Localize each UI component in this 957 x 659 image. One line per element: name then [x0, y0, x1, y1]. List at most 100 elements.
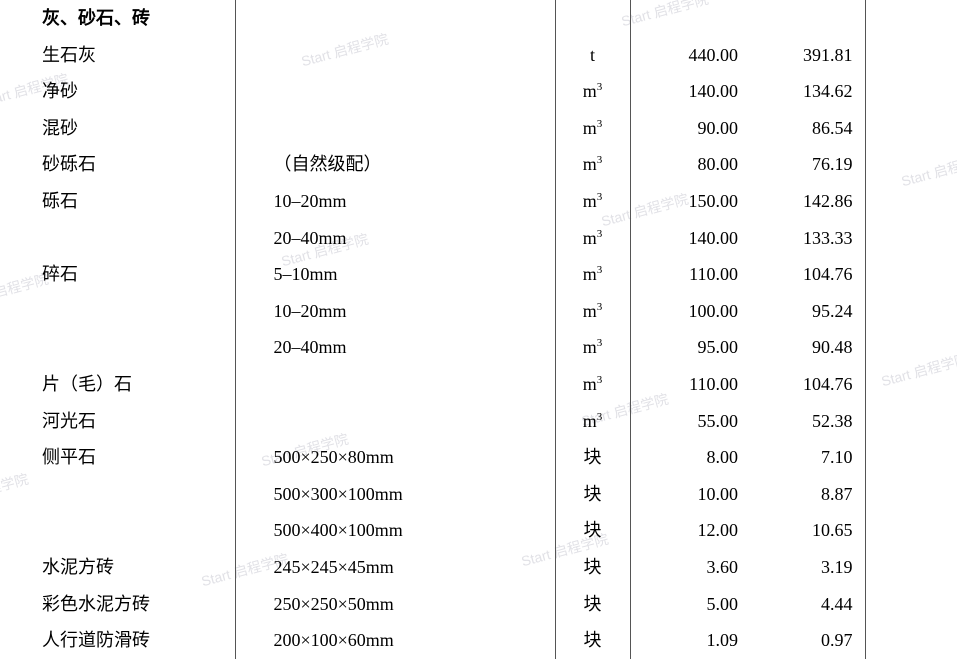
value-col-2: 142.86: [750, 183, 865, 220]
material-name: [0, 329, 235, 366]
material-name: [0, 293, 235, 330]
end-border-cell: [865, 622, 957, 659]
value-col-2: 4.44: [750, 586, 865, 623]
table-row: 20–40mmm395.0090.48: [0, 329, 957, 366]
material-unit: 块: [555, 586, 630, 623]
value-col-2: 104.76: [750, 256, 865, 293]
material-name: 片（毛）石: [0, 366, 235, 403]
table-row: 碎石5–10mmm3110.00104.76: [0, 256, 957, 293]
value-col-1: 80.00: [630, 146, 750, 183]
end-border-cell: [865, 256, 957, 293]
material-name: 侧平石: [0, 439, 235, 476]
value-col-2: 10.65: [750, 512, 865, 549]
value-col-2: 104.76: [750, 366, 865, 403]
material-name: [0, 476, 235, 513]
material-spec: 245×245×45mm: [235, 549, 555, 586]
material-spec: 250×250×50mm: [235, 586, 555, 623]
material-unit: 块: [555, 512, 630, 549]
material-name: [0, 220, 235, 257]
material-spec: 10–20mm: [235, 183, 555, 220]
material-name: 碎石: [0, 256, 235, 293]
material-spec: 500×300×100mm: [235, 476, 555, 513]
value-col-1: 5.00: [630, 586, 750, 623]
material-name: 砾石: [0, 183, 235, 220]
value-col-1: 1.09: [630, 622, 750, 659]
value-col-1: 100.00: [630, 293, 750, 330]
empty-cell: [555, 0, 630, 37]
material-spec: 500×400×100mm: [235, 512, 555, 549]
material-name: 净砂: [0, 73, 235, 110]
table-row: 彩色水泥方砖250×250×50mm块5.004.44: [0, 586, 957, 623]
materials-table: 灰、砂石、砖 生石灰 t440.00391.81净砂m3140.00134.62混…: [0, 0, 957, 659]
material-spec: [235, 403, 555, 440]
material-name: 生石灰: [0, 37, 235, 74]
material-unit: m3: [555, 329, 630, 366]
table-body: 灰、砂石、砖 生石灰 t440.00391.81净砂m3140.00134.62混…: [0, 0, 957, 659]
end-border-cell: [865, 146, 957, 183]
material-spec: 10–20mm: [235, 293, 555, 330]
value-col-1: 140.00: [630, 73, 750, 110]
end-border-cell: [865, 329, 957, 366]
table-row: 500×400×100mm块12.0010.65: [0, 512, 957, 549]
table-row: 砂砾石（自然级配）m380.0076.19: [0, 146, 957, 183]
end-border-cell: [865, 37, 957, 74]
material-name: 水泥方砖: [0, 549, 235, 586]
value-col-1: 10.00: [630, 476, 750, 513]
section-header-row: 灰、砂石、砖: [0, 0, 957, 37]
value-col-1: 55.00: [630, 403, 750, 440]
material-name: 河光石: [0, 403, 235, 440]
material-unit: 块: [555, 622, 630, 659]
end-border-cell: [865, 439, 957, 476]
value-col-1: 8.00: [630, 439, 750, 476]
material-name: [0, 512, 235, 549]
value-col-2: 86.54: [750, 110, 865, 147]
material-unit: m3: [555, 183, 630, 220]
value-col-2: 8.87: [750, 476, 865, 513]
material-unit: m3: [555, 256, 630, 293]
material-unit: m3: [555, 366, 630, 403]
empty-cell: [235, 0, 555, 37]
table-row: 侧平石500×250×80mm块8.007.10: [0, 439, 957, 476]
end-border-cell: [865, 366, 957, 403]
table-row: 混砂 m390.0086.54: [0, 110, 957, 147]
end-border-cell: [865, 293, 957, 330]
table-row: 生石灰 t440.00391.81: [0, 37, 957, 74]
table-row: 10–20mmm3100.0095.24: [0, 293, 957, 330]
table-row: 净砂m3140.00134.62: [0, 73, 957, 110]
material-unit: m3: [555, 110, 630, 147]
end-border-cell: [865, 549, 957, 586]
value-col-2: 95.24: [750, 293, 865, 330]
material-name: 混砂: [0, 110, 235, 147]
empty-cell: [750, 0, 865, 37]
value-col-1: 3.60: [630, 549, 750, 586]
material-name: 砂砾石: [0, 146, 235, 183]
material-spec: 5–10mm: [235, 256, 555, 293]
material-spec: （自然级配）: [235, 146, 555, 183]
material-unit: 块: [555, 439, 630, 476]
value-col-2: 76.19: [750, 146, 865, 183]
value-col-1: 12.00: [630, 512, 750, 549]
end-border-cell: [865, 586, 957, 623]
material-unit: t: [555, 37, 630, 74]
value-col-1: 440.00: [630, 37, 750, 74]
material-unit: m3: [555, 146, 630, 183]
end-border-cell: [865, 220, 957, 257]
table-row: 500×300×100mm块10.008.87: [0, 476, 957, 513]
empty-cell: [630, 0, 750, 37]
material-spec: 20–40mm: [235, 220, 555, 257]
material-spec: [235, 366, 555, 403]
value-col-2: 3.19: [750, 549, 865, 586]
material-unit: m3: [555, 220, 630, 257]
end-border-cell: [865, 110, 957, 147]
value-col-1: 90.00: [630, 110, 750, 147]
material-spec: [235, 110, 555, 147]
empty-cell: [865, 0, 957, 37]
table-row: 人行道防滑砖200×100×60mm块1.090.97: [0, 622, 957, 659]
end-border-cell: [865, 476, 957, 513]
material-unit: 块: [555, 476, 630, 513]
value-col-2: 391.81: [750, 37, 865, 74]
material-unit: m3: [555, 403, 630, 440]
value-col-1: 110.00: [630, 366, 750, 403]
end-border-cell: [865, 183, 957, 220]
table-row: 片（毛）石 m3110.00104.76: [0, 366, 957, 403]
